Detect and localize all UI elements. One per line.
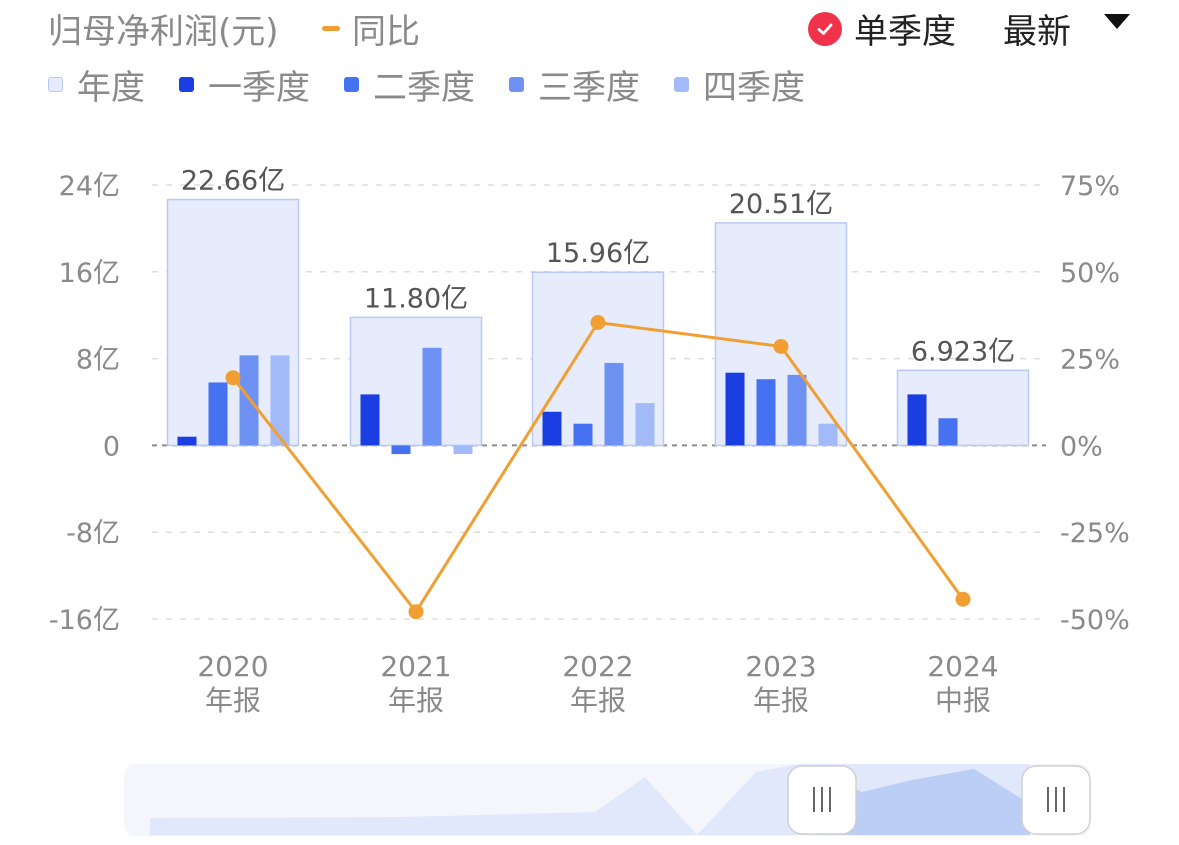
legend-swatch-q2: [344, 77, 359, 92]
quarter-bar: [391, 445, 411, 455]
legend-label-annual: 年度: [77, 68, 145, 108]
quarter-bar: [573, 423, 593, 446]
yoy-point: [955, 591, 971, 607]
x-tick-year: 2020: [197, 650, 268, 683]
legend-item-q4[interactable]: 四季度: [674, 60, 805, 109]
quarter-bar: [818, 423, 838, 446]
legend-item-annual[interactable]: 年度: [48, 60, 145, 109]
yoy-point: [590, 314, 606, 330]
yoy-legend[interactable]: 同比: [322, 4, 420, 53]
quarter-bar: [604, 362, 624, 446]
left-tick-label: 16亿: [59, 258, 120, 289]
legend-label-q4: 四季度: [703, 68, 805, 108]
quarter-bar: [542, 411, 562, 446]
range-slider[interactable]: [124, 764, 1091, 836]
right-tick-label: 50%: [1060, 258, 1120, 289]
quarter-bar: [422, 347, 442, 446]
period-dropdown[interactable]: 最新: [1003, 12, 1071, 52]
quarter-bar: [453, 445, 473, 455]
quarter-bar: [756, 379, 776, 446]
right-tick-label: 25%: [1060, 345, 1120, 376]
quarter-bar: [938, 418, 958, 446]
yoy-point: [408, 604, 424, 620]
legend-label-q1: 一季度: [208, 68, 310, 108]
legend-item-q1[interactable]: 一季度: [179, 60, 310, 109]
quarter-bar: [360, 394, 380, 446]
yoy-legend-label: 同比: [352, 12, 420, 52]
chart-title: 归母净利润(元): [48, 12, 279, 52]
left-tick-label: 0: [103, 431, 120, 462]
x-tick-period: 年报: [388, 684, 444, 717]
legend-swatch-q1: [179, 77, 194, 92]
left-tick-label: -16亿: [49, 605, 120, 636]
left-tick-label: -8亿: [66, 518, 120, 549]
legend-label-q3: 三季度: [538, 68, 640, 108]
slider-handle-left[interactable]: [787, 765, 857, 835]
x-tick-period: 中报: [935, 684, 991, 717]
x-tick-year: 2023: [745, 650, 816, 683]
legend-label-q2: 二季度: [373, 68, 475, 108]
left-tick-label: 8亿: [76, 345, 120, 376]
right-tick-label: 0%: [1060, 431, 1103, 462]
single-quarter-label: 单季度: [854, 12, 956, 52]
legend-item-q3[interactable]: 三季度: [509, 60, 640, 109]
annual-value-label: 15.96亿: [546, 238, 650, 269]
x-tick-year: 2024: [927, 650, 998, 683]
quarter-bar: [907, 394, 927, 446]
annual-value-label: 11.80亿: [364, 283, 468, 314]
caret-down-icon[interactable]: [1104, 14, 1130, 29]
quarter-bar: [725, 372, 745, 446]
x-tick-period: 年报: [570, 684, 626, 717]
check-icon: [808, 11, 842, 46]
annual-value-label: 6.923亿: [911, 336, 1015, 367]
left-tick-label: 24亿: [59, 171, 120, 202]
right-tick-label: 75%: [1060, 171, 1120, 202]
annual-value-label: 22.66亿: [181, 166, 285, 197]
quarter-bar: [177, 436, 197, 446]
legend-swatch-q3: [509, 77, 524, 92]
right-tick-label: -25%: [1060, 518, 1130, 549]
annual-value-label: 20.51亿: [729, 189, 833, 220]
legend-swatch-q4: [674, 77, 689, 92]
single-quarter-toggle[interactable]: 单季度: [808, 4, 956, 53]
yoy-point: [225, 370, 241, 386]
yoy-dash-icon: [322, 26, 340, 31]
yoy-point: [773, 338, 789, 354]
x-tick-year: 2022: [562, 650, 633, 683]
legend: 年度 一季度 二季度 三季度 四季度: [48, 60, 839, 109]
right-tick-label: -50%: [1060, 605, 1130, 636]
legend-item-q2[interactable]: 二季度: [344, 60, 475, 109]
quarter-bar: [270, 355, 290, 446]
quarter-bar: [208, 382, 228, 446]
quarter-bar: [635, 403, 655, 446]
legend-swatch-annual: [48, 77, 63, 92]
quarter-bar: [787, 374, 807, 446]
slider-overview-area: [800, 766, 1030, 835]
x-tick-period: 年报: [753, 684, 809, 717]
x-tick-year: 2021: [380, 650, 451, 683]
x-tick-period: 年报: [205, 684, 261, 717]
slider-handle-right[interactable]: [1021, 765, 1091, 835]
